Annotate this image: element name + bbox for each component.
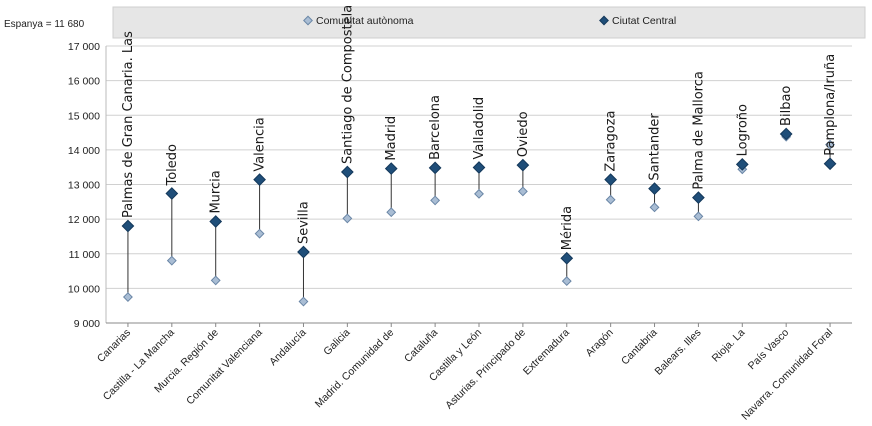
point-comunitat bbox=[386, 207, 397, 218]
category-label: Extremadura bbox=[521, 327, 572, 378]
spain-average-note: Espanya = 11 680 bbox=[4, 19, 85, 30]
category-label: Canarias bbox=[95, 327, 133, 365]
y-tick-label: 15 000 bbox=[68, 110, 100, 122]
city-label: Valencia bbox=[253, 117, 268, 171]
point-ciutat bbox=[823, 157, 837, 171]
category-label: Balears. Illes bbox=[653, 327, 704, 378]
point-ciutat bbox=[253, 173, 266, 187]
point-ciutat bbox=[165, 187, 179, 200]
point-ciutat bbox=[516, 158, 530, 172]
point-comunitat bbox=[825, 139, 836, 150]
point-comunitat bbox=[517, 186, 528, 197]
point-comunitat bbox=[122, 292, 133, 302]
point-comunitat bbox=[430, 195, 441, 206]
city-label: Logroño bbox=[735, 104, 750, 156]
y-tick-label: 13 000 bbox=[68, 180, 100, 192]
legend-item-comunitat: Comunitat autònoma bbox=[303, 15, 414, 27]
city-label: Bilbao bbox=[779, 86, 794, 126]
category-label: Rioja. La bbox=[710, 327, 748, 365]
legend-label-comunitat: Comunitat autònoma bbox=[316, 15, 414, 27]
y-tick-label: 16 000 bbox=[68, 76, 100, 88]
point-comunitat bbox=[474, 188, 484, 199]
point-ciutat bbox=[779, 127, 793, 141]
city-label: Zaragoza bbox=[604, 110, 619, 171]
point-comunitat bbox=[693, 211, 704, 222]
category-label: Cantabria bbox=[619, 327, 660, 368]
point-comunitat bbox=[649, 202, 660, 213]
city-label: Mérida bbox=[560, 206, 575, 250]
point-ciutat bbox=[472, 161, 486, 174]
city-label: Palma de Mallorca bbox=[691, 71, 706, 190]
category-label: Navarra. Comunidad Foral bbox=[739, 327, 835, 423]
city-label: Pamplona/Iruña bbox=[823, 54, 838, 156]
point-comunitat bbox=[210, 275, 221, 286]
point-comunitat bbox=[342, 213, 353, 224]
point-comunitat bbox=[166, 255, 177, 266]
point-ciutat bbox=[692, 191, 705, 205]
point-ciutat bbox=[735, 158, 749, 171]
city-label: Madrid bbox=[384, 116, 399, 161]
legend-diamond-icon bbox=[303, 15, 313, 26]
y-tick-label: 10 000 bbox=[68, 283, 100, 295]
city-label: Toledo bbox=[165, 144, 180, 187]
point-comunitat bbox=[605, 194, 616, 205]
point-ciutat bbox=[560, 251, 574, 265]
point-comunitat bbox=[561, 276, 572, 287]
plot-area: Palmas de Gran Canaria. Las Toledo Murcia V… bbox=[121, 5, 838, 307]
category-label: Madrid. Comunidad de bbox=[313, 327, 397, 411]
y-tick-label: 12 000 bbox=[68, 214, 100, 226]
y-tick-label: 9 000 bbox=[74, 318, 100, 330]
category-label: Galicia bbox=[321, 327, 352, 358]
point-ciutat bbox=[648, 182, 661, 196]
point-ciutat bbox=[384, 162, 398, 175]
legend-diamond-filled-icon bbox=[599, 15, 609, 26]
y-tick-label: 14 000 bbox=[68, 145, 100, 157]
category-label: Aragón bbox=[583, 327, 616, 360]
legend-label-ciutat: Ciutat Central bbox=[612, 15, 676, 27]
y-tick-label: 11 000 bbox=[69, 249, 100, 261]
category-label: Andalucía bbox=[267, 327, 309, 369]
city-label: Murcia bbox=[209, 170, 224, 213]
point-ciutat bbox=[209, 215, 223, 228]
point-ciutat bbox=[340, 165, 354, 179]
point-comunitat bbox=[298, 296, 309, 307]
legend-box bbox=[112, 6, 866, 39]
city-label: Oviedo bbox=[516, 111, 531, 157]
city-label: Santiago de Compostela bbox=[340, 5, 355, 164]
category-label: Asturias. Principado de bbox=[443, 327, 528, 412]
point-ciutat bbox=[297, 245, 310, 259]
category-label: País Vasco bbox=[746, 327, 792, 373]
point-ciutat bbox=[604, 173, 618, 187]
city-label: Palmas de Gran Canaria. Las bbox=[121, 31, 136, 218]
point-comunitat bbox=[254, 228, 265, 239]
city-label: Sevilla bbox=[296, 201, 311, 244]
category-label: Cataluña bbox=[402, 327, 440, 365]
legend-item-ciutat: Ciutat Central bbox=[599, 15, 676, 27]
gridlines bbox=[106, 45, 852, 324]
city-label: Valladolid bbox=[472, 97, 487, 160]
y-tick-label: 17 000 bbox=[68, 41, 100, 53]
city-label: Santander bbox=[648, 113, 663, 181]
y-axis: 9 000 10 000 11 000 12 000 13 000 14 000 15 00… bbox=[68, 41, 107, 330]
city-label: Barcelona bbox=[428, 95, 443, 160]
category-label: Comunitat Valenciana bbox=[184, 327, 265, 408]
point-ciutat bbox=[121, 219, 135, 233]
point-ciutat bbox=[428, 161, 442, 175]
